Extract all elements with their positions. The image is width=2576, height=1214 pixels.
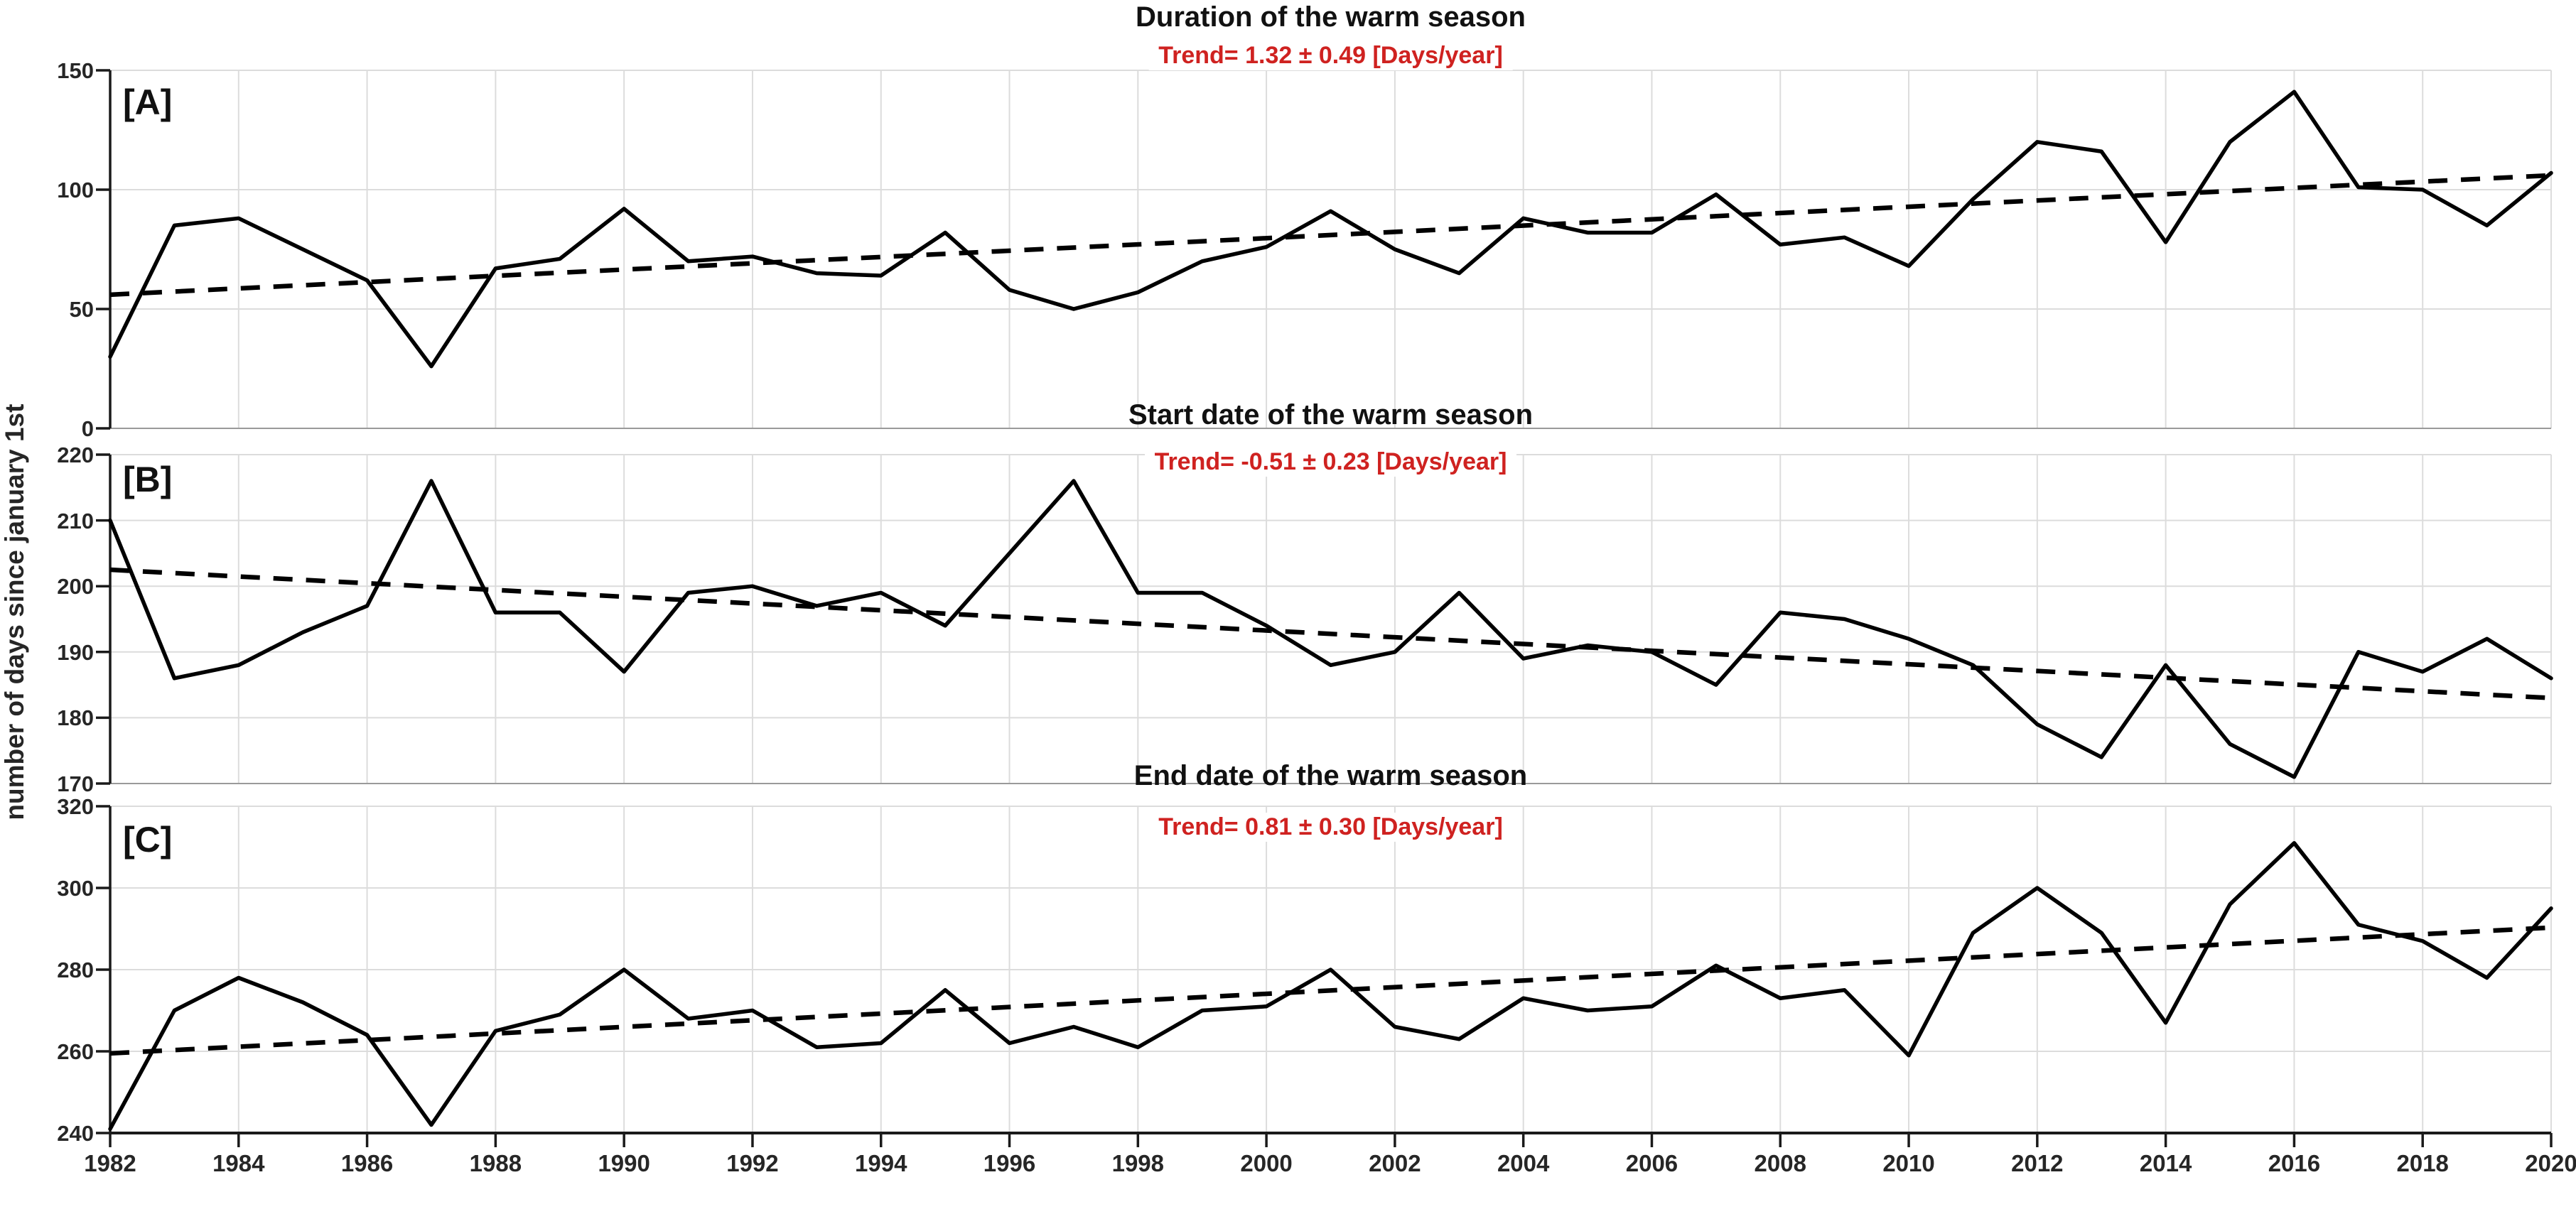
data-series-line bbox=[108, 90, 2553, 369]
y-tick-label: 300 bbox=[57, 876, 94, 901]
y-tick-label: 240 bbox=[57, 1121, 94, 1146]
panel-duration: Duration of the warm season Trend= 1.32 … bbox=[57, 1, 2553, 440]
x-tick-label: 2004 bbox=[1497, 1150, 1550, 1176]
data-series-line bbox=[108, 479, 2553, 779]
y-axis-label-text: number of days since january 1st bbox=[0, 403, 29, 820]
start-date-plot bbox=[96, 453, 2553, 785]
panel-end-date-letter: [C] bbox=[123, 820, 173, 860]
y-tick-label: 320 bbox=[57, 794, 94, 819]
panel-start-date: Start date of the warm season Trend= -0.… bbox=[57, 399, 2553, 795]
x-tick-label: 1986 bbox=[340, 1150, 394, 1176]
x-tick-label: 2000 bbox=[1240, 1150, 1293, 1176]
y-tick-label: 50 bbox=[69, 297, 94, 322]
x-tick-label: 2002 bbox=[1369, 1150, 1421, 1176]
x-tick-label: 1982 bbox=[84, 1150, 136, 1176]
duration-plot bbox=[96, 69, 2553, 430]
y-tick-label: 150 bbox=[57, 58, 94, 83]
y-tick-label: 170 bbox=[57, 771, 94, 796]
x-tick-label: 2016 bbox=[2268, 1150, 2321, 1176]
x-tick-label: 2012 bbox=[2011, 1150, 2064, 1176]
x-tick-label: 1994 bbox=[855, 1150, 907, 1176]
panel-end-date-trend-label: Trend= 0.81 ± 0.30 [Days/year] bbox=[1148, 813, 1513, 842]
panel-start-date-trend-label: Trend= -0.51 ± 0.23 [Days/year] bbox=[1144, 448, 1517, 477]
x-tick-label: 2014 bbox=[2139, 1150, 2192, 1176]
data-series-line bbox=[108, 841, 2553, 1131]
x-tick-label: 1998 bbox=[1111, 1150, 1165, 1176]
x-tick-label: 1996 bbox=[983, 1150, 1036, 1176]
x-tick-label: 2010 bbox=[1882, 1150, 1935, 1176]
y-tick-label: 0 bbox=[81, 416, 94, 441]
y-tick-label: 190 bbox=[57, 639, 94, 665]
panel-duration-title: Duration of the warm season bbox=[1136, 1, 1526, 33]
x-tick-label: 2008 bbox=[1754, 1150, 1806, 1176]
x-tick-label: 1992 bbox=[726, 1150, 779, 1176]
panel-duration-letter: [A] bbox=[123, 82, 173, 122]
panel-duration-trend-label: Trend= 1.32 ± 0.49 [Days/year] bbox=[1148, 41, 1513, 71]
panel-end-date: End date of the warm season Trend= 0.81 … bbox=[57, 760, 2576, 1175]
panel-start-date-letter: [B] bbox=[123, 460, 173, 499]
y-tick-label: 100 bbox=[57, 178, 94, 202]
x-tick-label: 2020 bbox=[2525, 1150, 2576, 1176]
y-tick-label: 220 bbox=[57, 443, 94, 467]
end-date-plot bbox=[96, 805, 2553, 1147]
x-tick-label: 2018 bbox=[2396, 1150, 2449, 1176]
y-tick-label: 210 bbox=[57, 508, 94, 533]
panel-start-date-title: Start date of the warm season bbox=[1128, 399, 1534, 430]
x-tick-label: 1984 bbox=[212, 1150, 265, 1176]
x-tick-label: 1990 bbox=[598, 1150, 650, 1176]
y-tick-label: 280 bbox=[57, 958, 94, 982]
panel-end-date-title: End date of the warm season bbox=[1133, 760, 1528, 791]
x-tick-label: 1988 bbox=[469, 1150, 522, 1176]
y-tick-label: 200 bbox=[57, 574, 94, 600]
y-tick-label: 260 bbox=[57, 1039, 94, 1064]
y-tick-label: 180 bbox=[57, 705, 94, 731]
x-tick-label: 2006 bbox=[1625, 1150, 1678, 1176]
